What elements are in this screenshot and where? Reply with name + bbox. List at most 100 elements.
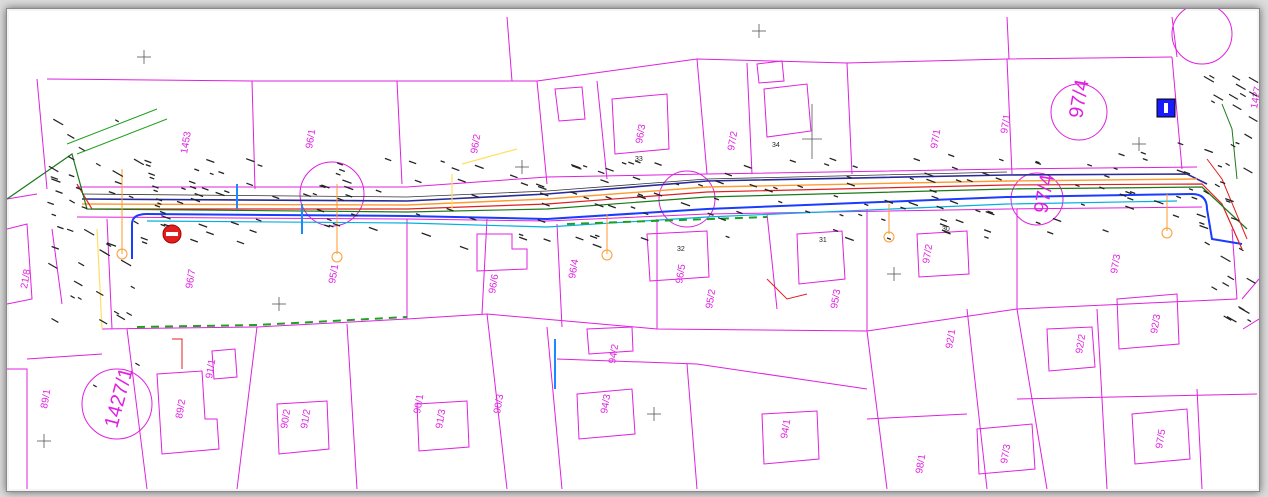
parcel-label: 96/2 [469, 133, 483, 155]
annotation-mark [120, 259, 132, 267]
annotation-mark [206, 158, 215, 164]
annotation-mark [215, 191, 225, 197]
sewer-line[interactable] [81, 173, 1208, 202]
cadastral-utility-map[interactable]: 1453 97/1 97/1 97/2 97/3 97/4 97/4 96/1 … [7, 9, 1259, 491]
annotation-mark [1118, 152, 1125, 157]
parcel-label: 95/3 [829, 288, 843, 310]
parcel-boundaries [7, 16, 1259, 490]
annotation-mark [51, 178, 61, 183]
hydrant-icon [1161, 227, 1173, 239]
parcel-label: 95/1 [327, 263, 341, 285]
telecom-line[interactable] [7, 153, 1248, 230]
annotation-mark [181, 187, 186, 191]
annotation-mark [198, 223, 208, 228]
map-frame: 1453 97/1 97/1 97/2 97/3 97/4 97/4 96/1 … [6, 8, 1260, 492]
annotation-mark [520, 182, 529, 186]
annotation-mark [589, 235, 598, 239]
annotation-mark [351, 213, 358, 217]
annotation-mark [1087, 163, 1093, 167]
parcel-label-circled: 1427/1 [101, 366, 138, 431]
annotation-mark [982, 171, 991, 176]
annotation-mark [805, 210, 811, 214]
annotation-mark [1214, 183, 1220, 188]
annotation-mark [1052, 217, 1062, 223]
annotation-mark [764, 188, 774, 193]
annotation-mark [201, 187, 209, 191]
annotation-mark [736, 210, 743, 215]
annotation-mark [1176, 195, 1182, 199]
house-number: 34 [772, 142, 780, 149]
annotation-mark [106, 242, 117, 247]
annotation-mark [543, 238, 551, 243]
annotation-mark [1199, 224, 1209, 230]
annotation-mark [833, 194, 839, 198]
annotation-mark [95, 290, 104, 297]
annotation-mark [1230, 143, 1236, 148]
annotation-mark [1127, 197, 1134, 201]
annotation-mark [1176, 169, 1186, 174]
gas-line[interactable] [81, 178, 1198, 206]
annotation-mark [936, 205, 944, 210]
water-main-line[interactable] [131, 192, 1243, 259]
annotation-mark [209, 172, 214, 176]
parcel-label: 89/1 [39, 388, 53, 410]
annotation-mark [1099, 186, 1105, 190]
annotation-mark [725, 235, 730, 239]
annotation-mark [70, 295, 76, 299]
annotation-mark [1210, 100, 1216, 104]
annotation-mark [1239, 307, 1250, 314]
annotation-mark [1196, 213, 1206, 218]
annotation-mark [99, 318, 108, 325]
annotation-mark [1047, 231, 1054, 235]
annotation-mark [245, 158, 255, 163]
annotation-mark [1223, 315, 1232, 321]
survey-cross-icon [137, 50, 151, 64]
annotation-mark [1230, 217, 1240, 222]
annotation-mark [176, 200, 184, 205]
annotation-mark [161, 215, 171, 220]
annotation-mark [1142, 157, 1148, 161]
annotation-mark [1249, 91, 1258, 97]
annotation-mark [78, 146, 85, 152]
annotation-mark [509, 174, 518, 179]
annotation-mark [1246, 277, 1256, 284]
survey-cross-icon [515, 160, 529, 174]
annotation-mark [155, 198, 163, 202]
annotation-mark [640, 236, 649, 241]
annotation-mark [1113, 167, 1118, 171]
annotation-mark [949, 200, 959, 205]
annotation-mark [316, 208, 325, 213]
power-line[interactable] [76, 183, 1243, 250]
annotation-mark [326, 218, 332, 222]
annotation-mark [135, 362, 140, 367]
parcel-label: 96/3 [634, 123, 648, 145]
parcel-label: 97/5 [1154, 428, 1168, 450]
annotation-mark [236, 240, 245, 245]
annotation-mark [881, 218, 886, 222]
annotation-mark [190, 197, 201, 203]
house-number: 33 [635, 156, 643, 163]
annotation-mark [638, 195, 646, 200]
annotation-mark [303, 193, 312, 198]
parcel-label: 95/2 [704, 288, 718, 310]
parcel-label: 97/2 [921, 243, 935, 265]
annotation-mark [51, 213, 57, 217]
annotation-mark [1248, 76, 1259, 84]
annotation-mark [73, 280, 83, 287]
annotation-mark [773, 186, 778, 190]
annotation-mark [628, 161, 635, 165]
parcel-label-circled: 97/4 [1065, 78, 1093, 120]
annotation-mark [630, 206, 636, 210]
annotation-mark [1080, 203, 1086, 206]
annotation-mark [1217, 164, 1223, 168]
annotation-mark [440, 160, 445, 164]
annotation-mark [130, 285, 136, 290]
annotation-mark [345, 193, 353, 198]
house-number: 31 [819, 237, 827, 244]
annotation-mark [939, 223, 949, 228]
annotation-mark [459, 245, 469, 251]
annotation-mark [53, 118, 64, 126]
annotation-mark [594, 234, 600, 238]
annotation-mark [474, 164, 484, 170]
annotation-mark [154, 204, 161, 208]
